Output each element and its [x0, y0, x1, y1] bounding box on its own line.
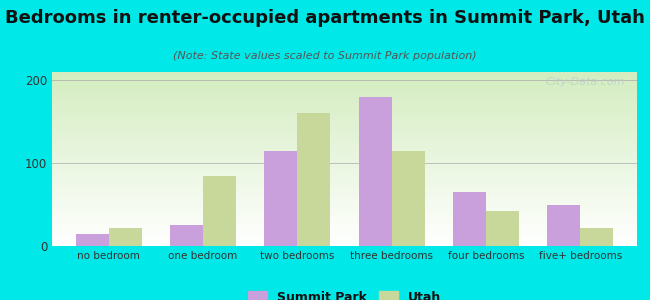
Bar: [486, 211, 519, 246]
Bar: [392, 151, 424, 246]
Bar: [297, 113, 330, 246]
Bar: [453, 192, 486, 246]
Text: City-Data.com: City-Data.com: [546, 77, 625, 87]
Bar: [109, 228, 142, 246]
Bar: [75, 234, 109, 246]
Bar: [170, 225, 203, 246]
Bar: [203, 176, 236, 246]
Legend: Summit Park, Utah: Summit Park, Utah: [248, 290, 441, 300]
Bar: [580, 228, 614, 246]
Bar: [265, 151, 297, 246]
Bar: [359, 97, 392, 246]
Text: Bedrooms in renter-occupied apartments in Summit Park, Utah: Bedrooms in renter-occupied apartments i…: [5, 9, 645, 27]
Text: (Note: State values scaled to Summit Park population): (Note: State values scaled to Summit Par…: [173, 51, 477, 61]
Bar: [547, 205, 580, 246]
